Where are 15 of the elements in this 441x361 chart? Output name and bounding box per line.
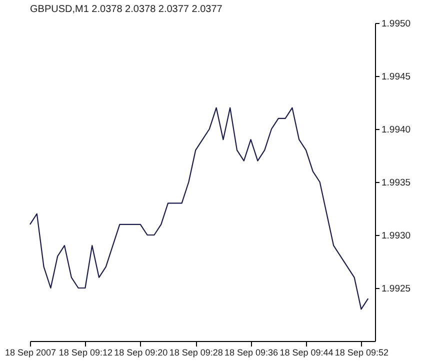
x-tick-label: 18 Sep 09:36 [224, 348, 278, 358]
y-tick-label: 1.9925 [382, 284, 411, 294]
x-tick-label: 18 Sep 2007 [4, 348, 56, 358]
y-tick-label: 1.9935 [382, 178, 411, 188]
x-tick-label: 18 Sep 09:44 [280, 348, 334, 358]
y-tick-label: 1.9940 [382, 124, 411, 136]
x-tick-label: 18 Sep 09:28 [169, 348, 223, 358]
x-tick-label: 18 Sep 09:20 [114, 348, 168, 358]
x-tick-label: 18 Sep 09:12 [58, 348, 112, 358]
y-tick-label: 1.9950 [382, 18, 411, 30]
line-series [29, 107, 369, 310]
x-tick-label: 18 Sep 09:52 [334, 348, 388, 358]
y-tick-label: 1.9930 [382, 230, 411, 242]
y-tick-label: 1.9945 [382, 72, 411, 82]
chart-title: GBPUSD,M1 2.0378 2.0378 2.0377 2.0377 [30, 4, 223, 15]
